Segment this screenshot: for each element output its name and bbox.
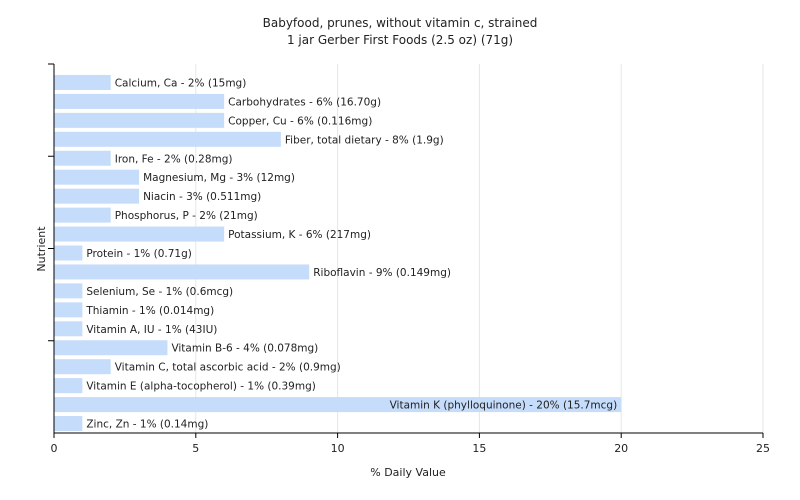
bar-label-6: Niacin - 3% (0.511mg) xyxy=(143,191,261,203)
bar-5 xyxy=(54,169,140,185)
bar-14 xyxy=(54,340,168,356)
bars: Calcium, Ca - 2% (15mg) Carbohydrates - 6… xyxy=(54,74,622,432)
bar-10 xyxy=(54,264,310,280)
bar-label-3: Fiber, total dietary - 8% (1.9g) xyxy=(285,134,444,146)
bar-label-15: Vitamin C, total ascorbic acid - 2% (0.9… xyxy=(115,362,341,374)
grid-lines xyxy=(195,64,764,433)
bar-1 xyxy=(54,93,225,109)
x-tick-label-4: 20 xyxy=(614,442,628,455)
x-tick-label-2: 10 xyxy=(331,442,345,455)
bar-7 xyxy=(54,207,111,223)
bar-label-14: Vitamin B-6 - 4% (0.078mg) xyxy=(171,343,318,355)
bar-label-9: Protein - 1% (0.71g) xyxy=(86,248,192,260)
bar-label-5: Magnesium, Mg - 3% (12mg) xyxy=(143,172,295,184)
chart-subtitle: 1 jar Gerber First Foods (2.5 oz) (71g) xyxy=(287,33,513,47)
x-axis-title: % Daily Value xyxy=(370,466,446,479)
bar-6 xyxy=(54,188,140,204)
x-tick-label-5: 25 xyxy=(756,442,770,455)
bar-0 xyxy=(54,74,111,90)
bar-17 xyxy=(54,397,622,413)
x-tick-label-0: 0 xyxy=(51,442,58,455)
bar-2 xyxy=(54,112,225,128)
bar-label-13: Vitamin A, IU - 1% (43IU) xyxy=(86,324,217,336)
bar-label-2: Copper, Cu - 6% (0.116mg) xyxy=(228,115,372,127)
bar-label-18: Zinc, Zn - 1% (0.14mg) xyxy=(86,419,208,431)
bar-4 xyxy=(54,150,111,166)
bar-label-1: Carbohydrates - 6% (16.70g) xyxy=(228,96,381,108)
bar-9 xyxy=(54,245,83,261)
bar-label-7: Phosphorus, P - 2% (21mg) xyxy=(115,210,258,222)
x-tick-labels: 0 5 10 15 20 25 xyxy=(51,433,770,455)
bar-12 xyxy=(54,302,83,318)
bar-label-12: Thiamin - 1% (0.014mg) xyxy=(85,305,214,317)
bar-label-10: Riboflavin - 9% (0.149mg) xyxy=(313,267,451,279)
axes xyxy=(48,63,763,434)
bar-label-16: Vitamin E (alpha-tocopherol) - 1% (0.39m… xyxy=(86,381,315,393)
bar-label-0: Calcium, Ca - 2% (15mg) xyxy=(115,77,247,89)
bar-label-17: Vitamin K (phylloquinone) - 20% (15.7mcg… xyxy=(390,400,618,412)
y-axis-title: Nutrient xyxy=(35,226,48,272)
bar-label-4: Iron, Fe - 2% (0.28mg) xyxy=(115,153,233,165)
chart-title: Babyfood, prunes, without vitamin c, str… xyxy=(263,16,538,30)
bar-16 xyxy=(54,378,83,394)
x-tick-label-1: 5 xyxy=(192,442,199,455)
bar-11 xyxy=(54,283,83,299)
bar-15 xyxy=(54,359,111,375)
bar-18 xyxy=(54,416,83,432)
bar-3 xyxy=(54,131,281,147)
bar-label-11: Selenium, Se - 1% (0.6mcg) xyxy=(86,286,233,298)
x-tick-label-3: 15 xyxy=(472,442,486,455)
bar-8 xyxy=(54,226,225,242)
bar-13 xyxy=(54,321,83,337)
bar-label-8: Potassium, K - 6% (217mg) xyxy=(228,229,371,241)
